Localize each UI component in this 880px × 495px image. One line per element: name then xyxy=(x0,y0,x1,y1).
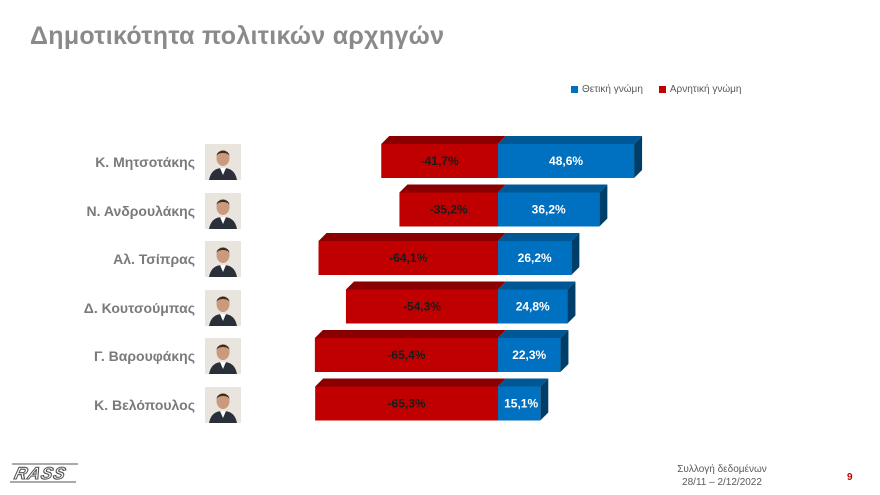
politician-name: Κ. Μητσοτάκης xyxy=(95,154,195,170)
negative-value-label: -65,3% xyxy=(388,397,426,411)
bar-group: -65,3% 15,1% xyxy=(315,378,549,421)
politician-photo xyxy=(205,386,241,423)
legend-item-positive: Θετική γνώμη xyxy=(571,84,643,95)
bar-group: -64,1% 26,2% xyxy=(318,233,580,275)
bar-group: -35,2% 36,2% xyxy=(399,184,608,227)
positive-value-label: 26,2% xyxy=(518,251,552,265)
negative-bar xyxy=(314,338,498,372)
negative-value-label: -41,7% xyxy=(421,154,459,168)
negative-bar xyxy=(318,241,498,275)
positive-bar xyxy=(498,338,561,372)
data-collection-label: Συλλογή δεδομένων xyxy=(677,464,767,475)
positive-bar-top xyxy=(498,378,549,387)
negative-value-label: -64,1% xyxy=(389,251,427,265)
positive-bar-side xyxy=(560,330,569,372)
politician-photo xyxy=(205,192,241,229)
positive-bar-side xyxy=(540,378,549,421)
negative-bar-top xyxy=(318,233,506,241)
data-collection-note: Συλλογή δεδομένων 28/11 – 2/12/2022 xyxy=(660,463,784,489)
legend-swatch-positive xyxy=(571,86,578,93)
page-number: 9 xyxy=(847,472,853,483)
negative-bar-top xyxy=(314,330,506,338)
legend-swatch-negative xyxy=(658,86,666,93)
positive-bar xyxy=(498,144,635,178)
positive-bar-top xyxy=(498,136,643,144)
politician-photo xyxy=(205,144,241,180)
bar-group: -41,7% 48,6% xyxy=(381,136,643,178)
positive-value-label: 48,6% xyxy=(549,154,583,168)
negative-bar-top xyxy=(399,184,506,193)
politician-name: Δ. Κουτσούμπας xyxy=(83,299,195,316)
page-title: Δημοτικότητα πολιτικών αρχηγών xyxy=(30,22,445,50)
legend-label-negative: Αρνητική γνώμη xyxy=(669,84,742,95)
negative-bar xyxy=(381,144,498,178)
rass-logo: RASS xyxy=(8,461,82,490)
chart-legend: Θετική γνώμη Αρνητική γνώμη xyxy=(571,84,741,95)
negative-value-label: -65,4% xyxy=(387,348,425,362)
positive-bar xyxy=(498,386,541,421)
politician-name: Ν. Ανδρουλάκης xyxy=(86,202,195,219)
politician-name: Κ. Βελόπουλος xyxy=(94,396,195,413)
negative-bar xyxy=(399,192,498,227)
positive-bar-side xyxy=(634,136,643,178)
negative-bar-top xyxy=(345,281,506,290)
positive-bar-top xyxy=(498,281,576,290)
negative-bar xyxy=(345,289,498,324)
positive-bar xyxy=(498,192,600,227)
legend-item-negative: Αρνητική γνώμη xyxy=(658,84,742,95)
positive-value-label: 36,2% xyxy=(532,203,566,217)
positive-bar-top xyxy=(498,330,569,338)
positive-bar xyxy=(498,289,568,324)
negative-value-label: -54,3% xyxy=(403,300,441,314)
legend-label-positive: Θετική γνώμη xyxy=(582,84,643,95)
svg-text:RASS: RASS xyxy=(13,463,69,483)
positive-bar-top xyxy=(498,184,608,193)
negative-bar-top xyxy=(381,136,506,144)
negative-bar-top xyxy=(315,378,506,387)
negative-bar xyxy=(315,386,498,421)
positive-bar-top xyxy=(498,233,580,241)
positive-value-label: 24,8% xyxy=(516,300,550,314)
positive-value-label: 15,1% xyxy=(504,397,538,411)
positive-bar-side xyxy=(571,233,580,275)
bar-group: -54,3% 24,8% xyxy=(345,281,576,324)
bar-group: -65,4% 22,3% xyxy=(314,330,569,372)
politician-name: Αλ. Τσίπρας xyxy=(113,251,195,267)
politician-photo xyxy=(205,338,241,374)
positive-bar-side xyxy=(567,281,576,324)
positive-bar-side xyxy=(599,184,608,227)
negative-value-label: -35,2% xyxy=(430,203,468,217)
politician-name: Γ. Βαρουφάκης xyxy=(94,348,195,364)
politician-photo xyxy=(205,241,241,277)
data-collection-dates: 28/11 – 2/12/2022 xyxy=(682,477,762,488)
positive-value-label: 22,3% xyxy=(512,348,546,362)
positive-bar xyxy=(498,241,572,275)
politician-photo xyxy=(205,289,241,326)
